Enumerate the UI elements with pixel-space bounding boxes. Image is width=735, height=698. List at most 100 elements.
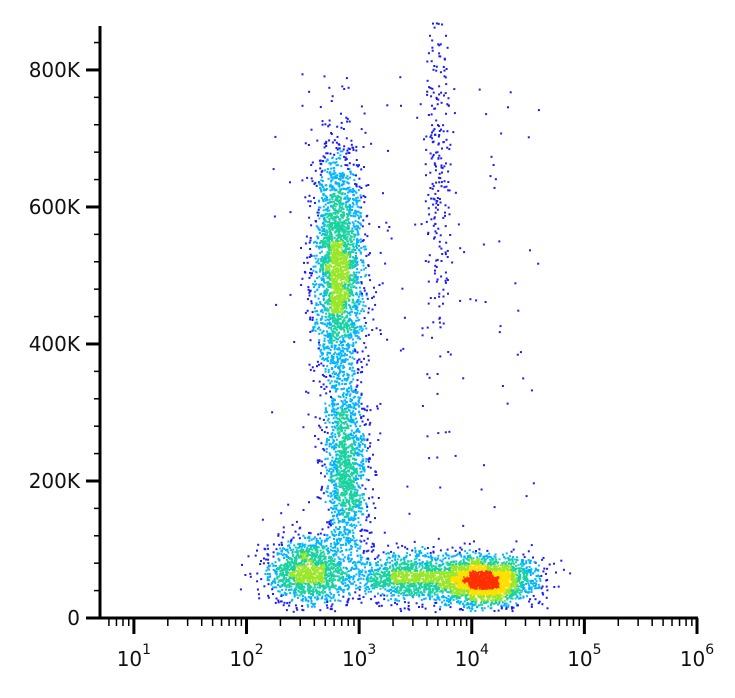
data-point bbox=[331, 339, 334, 342]
data-point bbox=[341, 230, 344, 233]
data-point bbox=[341, 470, 344, 473]
data-point bbox=[339, 473, 342, 476]
data-point bbox=[355, 185, 358, 188]
data-point bbox=[350, 551, 353, 554]
data-point bbox=[334, 414, 337, 417]
data-point bbox=[330, 245, 333, 248]
data-point bbox=[327, 339, 330, 342]
data-point bbox=[345, 77, 348, 80]
data-point bbox=[326, 299, 329, 302]
data-point bbox=[345, 307, 348, 310]
data-point bbox=[332, 502, 335, 505]
data-point bbox=[346, 533, 349, 536]
data-point bbox=[344, 245, 347, 248]
data-point bbox=[292, 571, 295, 573]
data-point bbox=[309, 205, 312, 208]
data-point bbox=[332, 335, 335, 338]
data-point bbox=[332, 248, 335, 251]
data-point bbox=[347, 227, 350, 230]
data-point bbox=[295, 588, 298, 591]
data-point bbox=[309, 236, 312, 239]
data-point bbox=[315, 560, 318, 563]
data-point bbox=[325, 334, 328, 337]
data-point bbox=[314, 321, 317, 324]
data-point bbox=[345, 549, 348, 552]
data-point bbox=[314, 280, 316, 283]
data-point bbox=[289, 574, 292, 577]
data-point bbox=[349, 464, 352, 467]
data-point bbox=[316, 540, 319, 543]
data-point bbox=[348, 518, 350, 521]
data-point bbox=[324, 501, 327, 504]
data-point bbox=[319, 293, 322, 296]
data-point bbox=[339, 544, 342, 546]
data-point bbox=[328, 312, 331, 315]
data-point bbox=[336, 575, 339, 578]
data-point bbox=[328, 580, 331, 583]
data-point bbox=[330, 367, 333, 369]
data-point bbox=[341, 443, 344, 446]
data-point bbox=[354, 264, 357, 267]
data-point bbox=[347, 331, 349, 334]
data-point bbox=[353, 302, 356, 305]
data-point bbox=[358, 244, 360, 247]
data-point bbox=[352, 578, 355, 581]
data-point bbox=[367, 458, 370, 461]
data-point bbox=[356, 379, 359, 382]
data-point bbox=[334, 610, 337, 613]
data-point bbox=[356, 316, 359, 319]
data-point bbox=[330, 339, 333, 342]
data-point bbox=[324, 370, 327, 373]
data-point bbox=[346, 117, 349, 120]
data-point bbox=[364, 423, 367, 426]
data-point bbox=[356, 281, 359, 284]
data-point bbox=[357, 464, 360, 467]
data-point bbox=[317, 541, 320, 544]
data-point bbox=[350, 291, 353, 294]
data-point bbox=[350, 190, 353, 193]
data-point bbox=[338, 314, 341, 317]
data-point bbox=[327, 235, 330, 238]
data-point bbox=[333, 202, 336, 205]
data-point bbox=[325, 439, 328, 442]
data-point bbox=[312, 537, 315, 540]
data-point bbox=[339, 233, 342, 236]
data-point bbox=[326, 152, 329, 155]
data-point bbox=[320, 234, 323, 237]
data-point bbox=[308, 581, 311, 584]
data-point bbox=[321, 564, 323, 567]
data-point bbox=[348, 475, 351, 477]
data-point bbox=[349, 541, 352, 543]
data-point bbox=[298, 545, 301, 548]
data-point bbox=[367, 359, 370, 362]
data-point bbox=[326, 332, 329, 335]
data-point bbox=[345, 396, 348, 399]
data-point bbox=[350, 420, 352, 422]
data-point bbox=[340, 537, 342, 540]
data-point bbox=[277, 599, 280, 602]
data-point bbox=[333, 252, 335, 255]
data-point bbox=[362, 551, 365, 554]
data-point bbox=[278, 590, 281, 593]
data-point bbox=[368, 433, 371, 436]
data-point bbox=[341, 306, 344, 309]
data-point bbox=[346, 289, 349, 292]
data-point bbox=[352, 146, 355, 149]
data-point bbox=[341, 507, 344, 510]
data-point bbox=[287, 540, 290, 543]
data-point bbox=[348, 277, 351, 280]
data-point bbox=[340, 268, 342, 271]
data-point bbox=[330, 329, 333, 332]
data-point bbox=[337, 561, 340, 564]
data-point bbox=[332, 266, 335, 269]
data-point bbox=[303, 270, 306, 273]
data-point bbox=[345, 176, 348, 179]
data-point bbox=[347, 277, 349, 280]
data-point bbox=[332, 314, 335, 317]
data-point bbox=[340, 243, 343, 246]
data-point bbox=[314, 329, 317, 332]
data-point bbox=[344, 455, 347, 458]
data-point bbox=[344, 164, 347, 166]
data-point bbox=[334, 301, 337, 304]
data-point bbox=[341, 192, 344, 195]
